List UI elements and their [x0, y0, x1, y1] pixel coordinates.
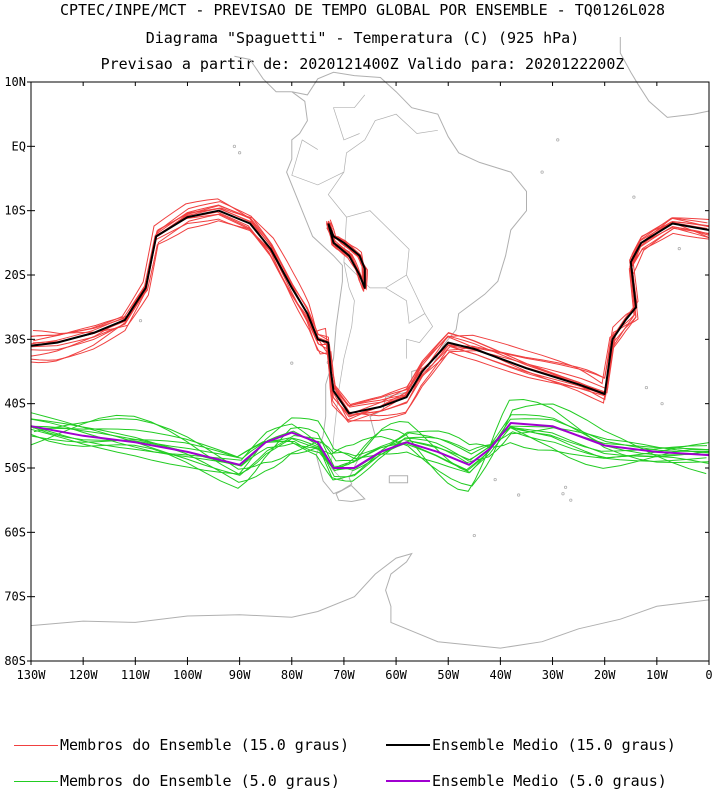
x-tick-label: 80W — [281, 668, 303, 682]
y-tick-label: 40S — [4, 397, 26, 411]
ensemble-members — [30, 198, 710, 492]
ensemble-member-member5-11-seg-0 — [30, 425, 710, 470]
x-tick-label: 0 — [705, 668, 712, 682]
x-tick-label: 100W — [173, 668, 203, 682]
y-tick-label: 10S — [4, 204, 26, 218]
ensemble-member-member15-11-seg-0 — [30, 201, 710, 422]
island-11 — [138, 319, 143, 323]
coast-segment-3 — [30, 552, 710, 649]
legend-item-members-15: Membros do Ensemble (15.0 graus) — [14, 736, 349, 754]
legend-swatch-mean-5 — [386, 780, 430, 782]
island-6 — [660, 402, 664, 406]
y-tick-label: 60S — [4, 525, 26, 539]
y-tick-label: 30S — [4, 332, 26, 346]
ensemble-means — [30, 209, 710, 469]
island-15 — [540, 170, 544, 174]
island-5 — [472, 533, 476, 538]
coast-segment-2 — [388, 475, 409, 484]
ensemble-mean-mean15-seg-0 — [30, 209, 710, 415]
legend-item-members-5: Membros do Ensemble (5.0 graus) — [14, 772, 340, 790]
x-tick-label: 30W — [542, 668, 564, 682]
island-12 — [290, 361, 294, 365]
x-tick-label: 50W — [437, 668, 459, 682]
ensemble-member-member5-6-seg-0 — [31, 420, 708, 489]
island-16 — [556, 138, 560, 142]
ensemble-member-member5-8-seg-0 — [33, 403, 707, 487]
island-14 — [232, 144, 236, 148]
island-9 — [632, 195, 636, 199]
x-tick-label: 70W — [333, 668, 355, 682]
border-segment-1 — [343, 210, 410, 289]
coastline-map — [30, 37, 710, 649]
island-0 — [563, 485, 568, 489]
island-8 — [677, 247, 681, 251]
island-7 — [644, 385, 649, 390]
y-tick-label: 70S — [4, 590, 26, 604]
legend-label-members-5: Membros do Ensemble (5.0 graus) — [60, 772, 340, 790]
x-tick-label: 110W — [121, 668, 151, 682]
legend-item-mean-5: Ensemble Medio (5.0 graus) — [386, 772, 667, 790]
legend-label-mean-5: Ensemble Medio (5.0 graus) — [432, 772, 667, 790]
ensemble-mean-mean15-seg-1 — [327, 223, 366, 289]
coast-segment-1 — [335, 484, 366, 503]
x-tick-label: 130W — [17, 668, 47, 682]
island-1 — [561, 492, 565, 496]
y-tick-label: 50S — [4, 461, 26, 475]
legend-label-mean-15: Ensemble Medio (15.0 graus) — [432, 736, 676, 754]
y-tick-label: EQ — [12, 139, 26, 153]
chart-title-line2: Diagrama "Spaguetti" - Temperatura (C) (… — [145, 29, 580, 47]
ensemble-member-member5-0-seg-0 — [31, 426, 709, 483]
chart-title-line3: Previsao a partir de: 2020121400Z Valido… — [100, 55, 625, 73]
ensemble-member-member15-10-seg-0 — [31, 218, 709, 407]
plot-frame — [30, 81, 710, 662]
legend-swatch-mean-15 — [386, 744, 430, 746]
border-segment-2 — [385, 274, 426, 324]
border-segment-3 — [406, 313, 434, 359]
border-segment-5 — [291, 139, 345, 186]
coast-segment-0 — [286, 71, 527, 495]
x-tick-label: 10W — [646, 668, 668, 682]
x-tick-label: 60W — [385, 668, 407, 682]
x-tick-label: 120W — [69, 668, 99, 682]
coast-segment-5 — [619, 37, 710, 118]
ensemble-mean-mean5-seg-0 — [30, 422, 710, 469]
x-tick-label: 40W — [490, 668, 512, 682]
ensemble-member-member5-1-seg-0 — [31, 423, 710, 482]
y-tick-label: 20S — [4, 268, 26, 282]
ensemble-member-member5-3-seg-0 — [30, 412, 710, 476]
y-tick-label: 10N — [4, 75, 26, 89]
island-13 — [238, 151, 242, 155]
island-3 — [517, 493, 521, 497]
ensemble-member-member15-8-seg-1 — [326, 221, 368, 291]
y-tick-label: 80S — [4, 654, 26, 668]
legend-item-mean-15: Ensemble Medio (15.0 graus) — [386, 736, 676, 754]
legend-swatch-members-15 — [14, 744, 58, 746]
legend-swatch-members-5 — [14, 780, 58, 782]
ensemble-member-member5-4-seg-0 — [30, 398, 710, 492]
ensemble-member-member5-9-seg-0 — [30, 417, 709, 475]
x-tick-label: 20W — [594, 668, 616, 682]
border-segment-6 — [333, 94, 366, 141]
island-2 — [569, 498, 573, 502]
border-segment-4 — [327, 113, 438, 218]
coast-segment-4 — [234, 55, 292, 93]
legend-label-members-15: Membros do Ensemble (15.0 graus) — [60, 736, 349, 754]
island-4 — [493, 477, 497, 482]
x-tick-label: 90W — [229, 668, 251, 682]
chart-title-line1: CPTEC/INPE/MCT - PREVISAO DE TEMPO GLOBA… — [59, 1, 666, 19]
